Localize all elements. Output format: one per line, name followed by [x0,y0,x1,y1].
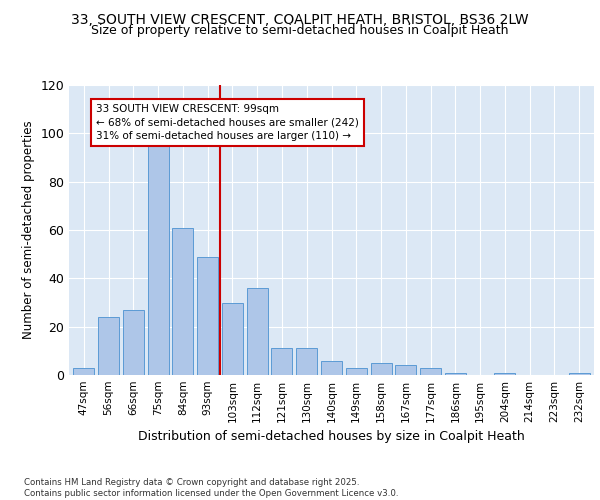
Bar [222,302,243,375]
Y-axis label: Number of semi-detached properties: Number of semi-detached properties [22,120,35,340]
Bar [346,368,367,375]
Bar [271,348,292,375]
Bar [395,366,416,375]
Bar [123,310,144,375]
Bar [445,372,466,375]
Text: Contains HM Land Registry data © Crown copyright and database right 2025.
Contai: Contains HM Land Registry data © Crown c… [24,478,398,498]
Bar [494,372,515,375]
Text: Size of property relative to semi-detached houses in Coalpit Heath: Size of property relative to semi-detach… [91,24,509,37]
Bar [321,360,342,375]
Text: 33, SOUTH VIEW CRESCENT, COALPIT HEATH, BRISTOL, BS36 2LW: 33, SOUTH VIEW CRESCENT, COALPIT HEATH, … [71,12,529,26]
Bar [148,140,169,375]
Bar [73,368,94,375]
Bar [197,256,218,375]
Bar [569,372,590,375]
Bar [247,288,268,375]
Bar [296,348,317,375]
Bar [371,363,392,375]
X-axis label: Distribution of semi-detached houses by size in Coalpit Heath: Distribution of semi-detached houses by … [138,430,525,444]
Bar [172,228,193,375]
Bar [98,317,119,375]
Bar [420,368,441,375]
Text: 33 SOUTH VIEW CRESCENT: 99sqm
← 68% of semi-detached houses are smaller (242)
31: 33 SOUTH VIEW CRESCENT: 99sqm ← 68% of s… [96,104,359,141]
